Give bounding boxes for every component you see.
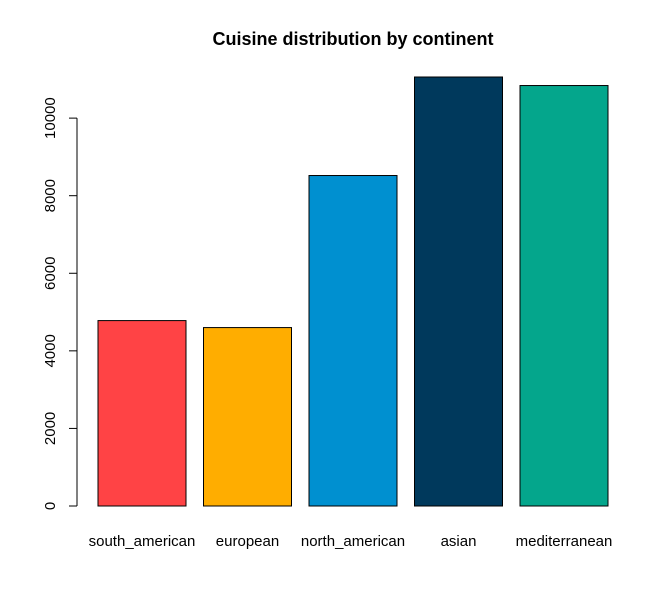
y-tick-label: 10000 — [42, 97, 59, 139]
y-axis: 0 2000 4000 6000 8000 10000 — [42, 97, 78, 510]
chart-title: Cuisine distribution by continent — [213, 29, 494, 49]
x-category-label: asian — [441, 533, 477, 550]
y-tick-label: 4000 — [42, 334, 59, 367]
y-tick-label: 8000 — [42, 179, 59, 212]
bar-mediterranean — [519, 85, 609, 507]
x-category-label: south_american — [89, 533, 196, 550]
bar-european — [203, 327, 292, 507]
bar-south_american — [97, 320, 187, 507]
y-tick-label: 2000 — [42, 412, 59, 445]
bar-north_american — [308, 175, 398, 507]
bars — [97, 76, 609, 507]
x-category-label: european — [216, 533, 279, 550]
x-category-label: north_american — [301, 533, 405, 550]
bar-asian — [414, 76, 503, 507]
x-category-label: mediterranean — [516, 533, 613, 550]
y-tick-label: 6000 — [42, 257, 59, 290]
x-axis-labels: south_american european north_american asia… — [89, 533, 613, 550]
y-tick-label: 0 — [42, 502, 59, 510]
